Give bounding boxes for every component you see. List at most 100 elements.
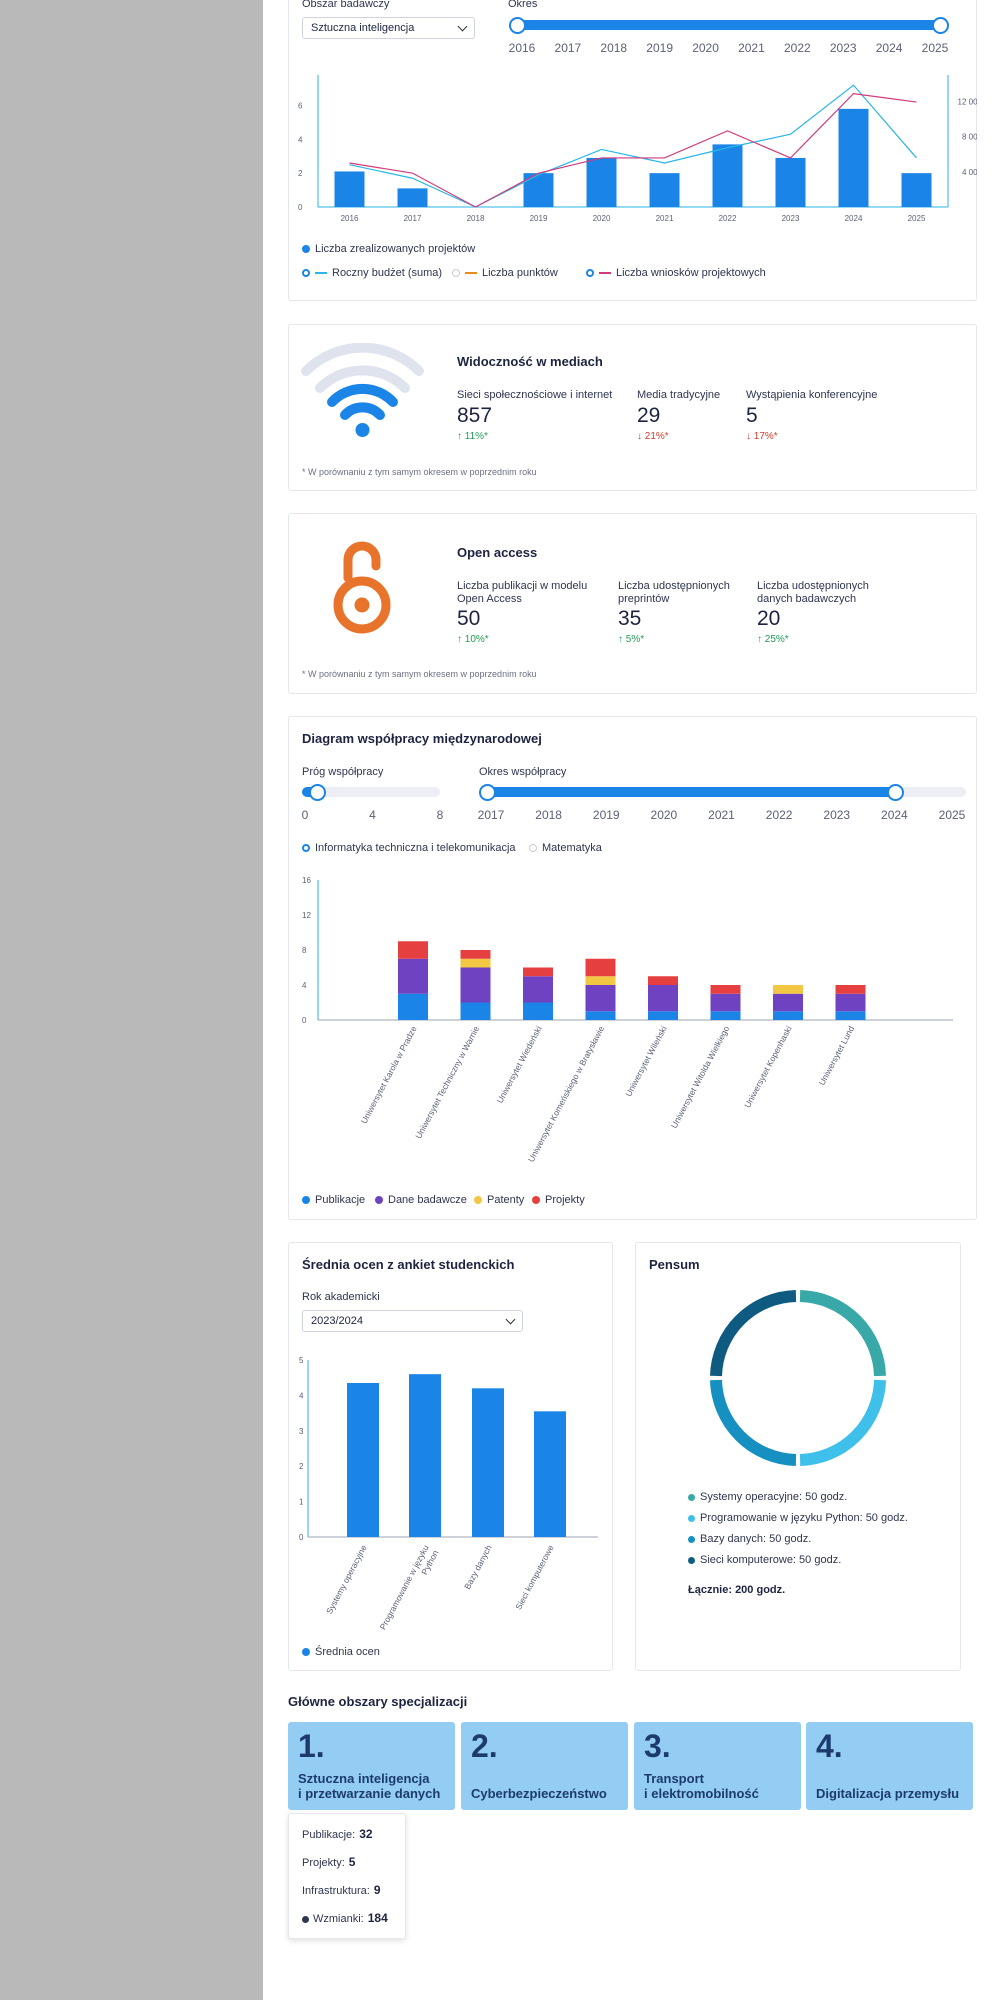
stat-label: Sieci społecznościowe i internet xyxy=(457,389,613,401)
bullet-icon xyxy=(302,1915,309,1923)
coop-period-label: Okres współpracy xyxy=(479,766,567,778)
y-tick-left: 0 xyxy=(298,203,303,212)
specialization-number: 2. xyxy=(471,1728,498,1764)
specializations-title: Główne obszary specjalizacji xyxy=(288,1694,468,1709)
stat-value: 29 xyxy=(637,404,661,427)
tooltip-value: 5 xyxy=(348,1855,356,1869)
stacked-bar-segment xyxy=(648,976,678,985)
legend-item[interactable]: Dane badawcze xyxy=(375,1194,467,1206)
threshold-tick: 4 xyxy=(369,808,376,822)
x-tick: 2022 xyxy=(719,214,737,223)
pensum-legend-item[interactable]: Bazy danych: 50 godz. xyxy=(688,1533,811,1545)
tooltip-value: 9 xyxy=(373,1883,381,1897)
pensum-legend-item[interactable]: Sieci komputerowe: 50 godz. xyxy=(688,1554,841,1566)
legend-item[interactable]: Projekty xyxy=(532,1194,585,1206)
legend-projects[interactable]: Liczba zrealizowanych projektów xyxy=(302,243,475,255)
pensum-legend-item[interactable]: Systemy operacyjne: 50 godz. xyxy=(688,1491,847,1503)
legend-dot-icon xyxy=(688,1514,695,1522)
x-tick: Programowanie w językuPython xyxy=(378,1543,441,1637)
chevron-down-icon xyxy=(457,21,468,31)
pensum-card xyxy=(635,1242,961,1671)
stacked-bar-segment xyxy=(585,985,616,1012)
stat-label: Liczba publikacji w modelu Open Access xyxy=(457,580,588,605)
threshold-tick: 0 xyxy=(301,808,309,822)
pensum-total: Łącznie: 200 godz. xyxy=(688,1584,786,1596)
specialization-name: Digitalizacja przemysłu xyxy=(816,1786,960,1801)
area-select[interactable]: Sztuczna inteligencja xyxy=(302,17,475,39)
period-slider-end-handle[interactable] xyxy=(932,17,949,34)
legend-projects-label: Liczba zrealizowanych projektów xyxy=(315,243,476,255)
x-tick: Uniwersytet Karola w Pradze xyxy=(359,1024,419,1125)
open-access-note: * W porównaniu z tym samym okresem w pop… xyxy=(302,669,537,679)
open-access-title: Open access xyxy=(457,545,538,560)
period-tick: 2023 xyxy=(829,41,857,55)
stacked-bar-segment xyxy=(773,993,803,1012)
specialization-tile[interactable]: 3. Transport i elektromobilność xyxy=(634,1722,801,1810)
x-tick: Uniwersytet Lund xyxy=(817,1024,857,1087)
threshold-slider-track[interactable] xyxy=(302,787,440,797)
radio-icon xyxy=(586,269,594,278)
legend-dot-icon xyxy=(302,1196,310,1205)
pensum-legend-item[interactable]: Programowanie w języku Python: 50 godz. xyxy=(688,1512,908,1524)
x-tick: 2016 xyxy=(341,214,359,223)
legend-line-item[interactable]: Liczba wniosków projektowych xyxy=(586,267,766,279)
specialization-tooltip: Publikacje: 32 Projekty: 5 Infrastruktura: 9 W… xyxy=(288,1813,406,1939)
tooltip-row: Projekty: 5 xyxy=(302,1855,355,1869)
y-tick-right: 8 000 zł xyxy=(962,133,977,142)
specialization-tile[interactable]: 4. Digitalizacja przemysłu xyxy=(806,1722,973,1810)
pensum-legend-label: Systemy operacyjne: 50 godz. xyxy=(700,1491,848,1503)
ratings-chart: 0 1 2 3 4 5 Systemy operacyjne Programowanie w … xyxy=(299,1356,598,1637)
specialization-tile[interactable]: 1. Sztuczna inteligencja i przetwarzanie … xyxy=(288,1722,455,1810)
stacked-bar-segment xyxy=(585,958,616,977)
year-label: Rok akademicki xyxy=(302,1291,380,1303)
stacked-bar-segment xyxy=(773,985,803,994)
legend-line-item[interactable]: Roczny budżet (suma) xyxy=(302,267,442,279)
tooltip-row: Infrastruktura: 9 xyxy=(302,1883,381,1897)
x-tick: 2021 xyxy=(656,214,674,223)
bar xyxy=(775,157,806,207)
x-tick: Uniwersytet Kopenhaski xyxy=(742,1024,794,1109)
coop-period-end-handle[interactable] xyxy=(887,784,904,801)
discipline-option[interactable]: Informatyka techniczna i telekomunikacja xyxy=(302,842,516,854)
specialization-number: 1. xyxy=(298,1728,325,1764)
media-title: Widoczność w mediach xyxy=(457,354,603,369)
stacked-bar-segment xyxy=(460,967,491,1003)
legend-item[interactable]: Patenty xyxy=(474,1194,524,1206)
threshold-slider-handle[interactable] xyxy=(309,784,326,801)
stacked-bar-segment xyxy=(835,1011,866,1020)
threshold-label: Próg współpracy xyxy=(302,766,384,778)
period-slider-start-handle[interactable] xyxy=(509,17,526,34)
year-select[interactable]: 2023/2024 xyxy=(302,1310,523,1332)
y-tick: 3 xyxy=(299,1427,304,1436)
specialization-tile[interactable]: 2. Cyberbezpieczeństwo xyxy=(461,1722,628,1810)
chevron-down-icon xyxy=(505,1314,516,1324)
stacked-bar-segment xyxy=(523,1002,553,1020)
stat-label: Wystąpienia konferencyjne xyxy=(746,389,878,401)
stacked-bar-segment xyxy=(398,941,428,959)
bar xyxy=(409,1374,441,1537)
legend-line-label: Roczny budżet (suma) xyxy=(332,267,443,279)
period-tick: 2022 xyxy=(783,41,811,55)
y-tick: 4 xyxy=(299,1391,304,1400)
bar xyxy=(712,144,743,207)
area-label: Obszar badawczy xyxy=(302,0,390,10)
stacked-bar-segment xyxy=(585,976,616,985)
legend-item[interactable]: Publikacje xyxy=(302,1194,365,1206)
period-tick: 2019 xyxy=(646,41,674,55)
y-tick-left: 4 xyxy=(298,135,303,144)
coop-period-tick: 2020 xyxy=(650,808,678,822)
coop-period-start-handle[interactable] xyxy=(479,784,496,801)
legend-line-item[interactable]: Liczba punktów xyxy=(452,267,558,279)
discipline-option[interactable]: Matematyka xyxy=(529,842,602,854)
coop-period-tick: 2018 xyxy=(535,808,562,822)
x-tick: 2025 xyxy=(908,214,926,223)
legend-line-label: Liczba punktów xyxy=(482,267,558,279)
bar xyxy=(397,188,428,207)
specialization-name: Cyberbezpieczeństwo xyxy=(471,1786,607,1801)
stat-value: 857 xyxy=(457,404,493,427)
coop-period-tick: 2024 xyxy=(881,808,908,822)
tooltip-label: Infrastruktura: xyxy=(302,1885,370,1897)
period-tick: 2020 xyxy=(692,41,719,55)
legend-ratings[interactable]: Średnia ocen xyxy=(302,1646,380,1658)
y-tick: 0 xyxy=(299,1533,304,1542)
